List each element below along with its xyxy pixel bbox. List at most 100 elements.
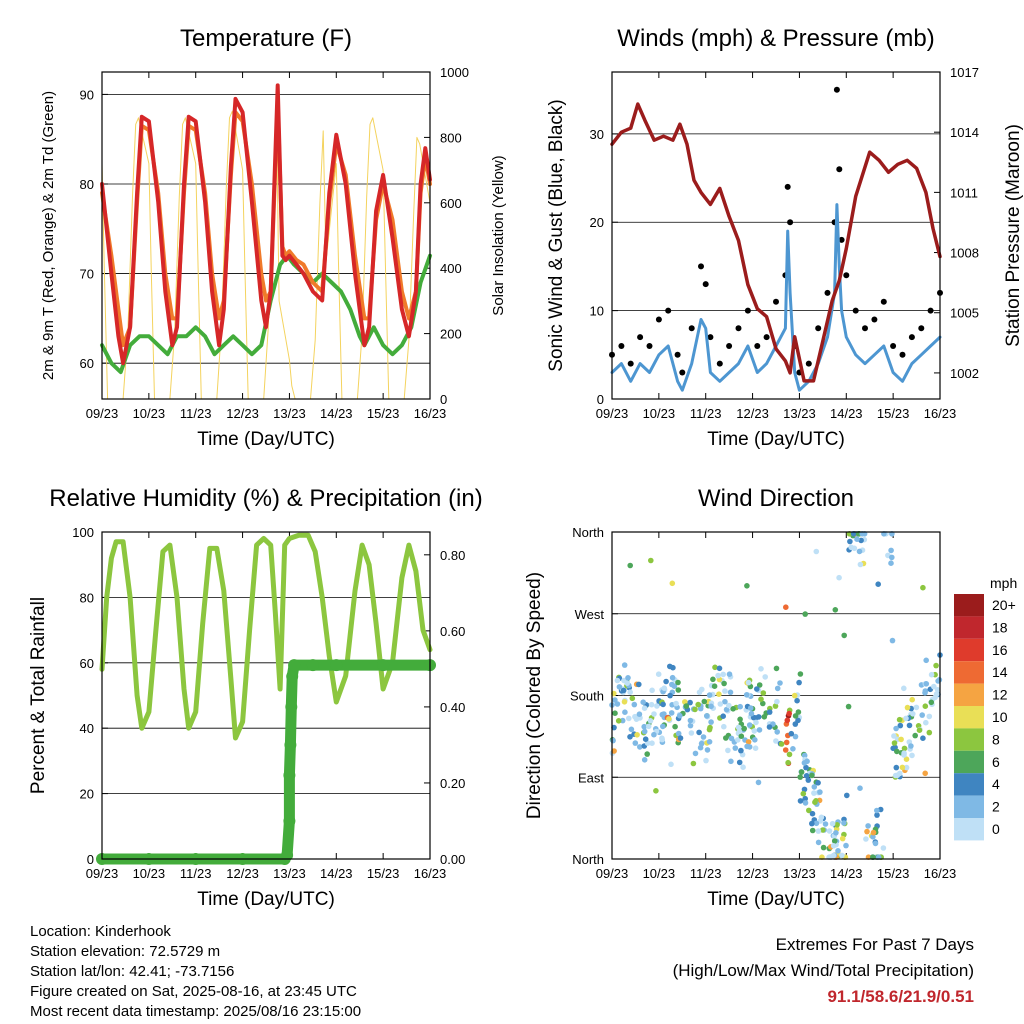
- direction-point: [874, 807, 880, 814]
- x-tick-label: 09/23: [86, 866, 119, 881]
- legend-label: 20+: [992, 597, 1016, 613]
- direction-point: [833, 830, 839, 836]
- wind-direction-panel: Wind Direction 09/23 10/23 11/23 12/23 13/23 1…: [524, 485, 956, 910]
- x-tick-label: 11/23: [690, 406, 722, 421]
- direction-point: [738, 733, 745, 739]
- legend-swatch: [954, 773, 984, 796]
- direction-point: [889, 637, 896, 644]
- direction-point: [898, 736, 904, 743]
- gust-point: [908, 334, 915, 341]
- direction-point: [715, 672, 721, 679]
- direction-point: [624, 680, 630, 686]
- x-tick-label: 12/23: [226, 866, 259, 881]
- direction-point: [818, 814, 825, 821]
- direction-point: [636, 681, 642, 688]
- direction-point: [933, 691, 940, 697]
- direction-point: [747, 705, 754, 711]
- direction-point: [692, 750, 699, 757]
- direction-point: [756, 727, 763, 733]
- y-axis-label: Sonic Wind & Gust (Blue, Black): [546, 99, 567, 371]
- legend-swatch: [954, 795, 984, 818]
- direction-point: [667, 692, 673, 699]
- direction-point: [923, 681, 930, 687]
- extremes-box: Extremes For Past 7 Days (High/Low/Max W…: [673, 932, 974, 1010]
- direction-point: [809, 772, 815, 779]
- direction-point: [872, 840, 879, 847]
- direction-point: [697, 705, 704, 712]
- direction-point: [740, 764, 746, 770]
- chart-title: Winds (mph) & Pressure (mb): [617, 25, 934, 52]
- direction-point: [672, 723, 678, 730]
- x-axis-label: Time (Day/UTC): [197, 889, 335, 910]
- direction-point: [738, 747, 744, 754]
- direction-point: [815, 839, 822, 846]
- direction-point: [796, 679, 802, 686]
- direction-point: [820, 844, 827, 851]
- direction-point: [675, 687, 682, 693]
- direction-point: [809, 810, 816, 817]
- direction-point: [809, 827, 816, 834]
- direction-point: [614, 701, 621, 707]
- direction-point: [901, 752, 907, 758]
- direction-point: [701, 698, 708, 705]
- direction-point: [773, 738, 779, 744]
- direction-point: [666, 716, 672, 722]
- direction-point: [712, 664, 718, 671]
- x-tick-label: 10/23: [133, 406, 166, 421]
- y-tick-label: 90: [80, 87, 94, 102]
- legend-label: 4: [992, 776, 1000, 792]
- gust-point: [838, 236, 845, 243]
- direction-point: [700, 734, 707, 740]
- direction-point: [829, 820, 836, 827]
- x-tick-label: 15/23: [367, 406, 400, 421]
- pressure-series-line: [610, 102, 942, 383]
- y2-tick-label: 0.40: [440, 700, 465, 715]
- direction-point: [791, 692, 798, 699]
- direction-point: [667, 663, 673, 670]
- direction-point: [755, 714, 762, 720]
- location-text: Location: Kinderhook: [30, 923, 171, 940]
- precip-point: [288, 659, 301, 672]
- direction-point: [661, 685, 668, 691]
- direction-point: [809, 820, 815, 827]
- direction-point: [830, 852, 837, 859]
- gust-point: [927, 307, 934, 314]
- direction-point: [901, 685, 907, 692]
- y-tick-label: 0: [597, 392, 604, 407]
- direction-point: [903, 756, 910, 762]
- gust-point: [918, 325, 925, 332]
- legend-swatch: [954, 594, 984, 617]
- direction-point: [659, 736, 665, 743]
- gust-point: [815, 325, 822, 332]
- direction-point: [909, 752, 915, 759]
- direction-point: [725, 747, 731, 754]
- direction-point: [654, 703, 660, 709]
- legend-label: 2: [992, 799, 1000, 815]
- direction-point: [834, 822, 840, 828]
- x-tick-label: 12/23: [736, 406, 769, 421]
- direction-point: [627, 562, 633, 569]
- direction-point: [845, 703, 852, 710]
- wind-speed-legend: mph 20+ 18 16 14 12 10 8 6 4 2 0: [954, 575, 1017, 841]
- latlon-text: Station lat/lon: 42.41; -73.7156: [30, 963, 235, 980]
- direction-point: [675, 679, 681, 686]
- y-tick-label: 20: [80, 787, 94, 802]
- x-tick-label: 10/23: [133, 866, 166, 881]
- direction-point: [640, 699, 646, 705]
- legend-label: 16: [992, 642, 1008, 658]
- direction-point: [637, 744, 643, 750]
- direction-point: [612, 697, 618, 703]
- direction-point: [910, 711, 916, 717]
- y-tick-label: South: [570, 689, 604, 704]
- direction-point: [854, 536, 860, 542]
- gust-point: [899, 351, 906, 358]
- x-tick-label: 16/23: [924, 406, 957, 421]
- direction-point: [894, 772, 901, 779]
- direction-point: [803, 764, 809, 771]
- direction-point: [625, 675, 631, 681]
- direction-point: [820, 827, 826, 833]
- direction-point: [687, 722, 694, 729]
- direction-point: [726, 702, 732, 709]
- y2-tick-label: 1005: [950, 306, 979, 321]
- direction-point: [893, 725, 899, 732]
